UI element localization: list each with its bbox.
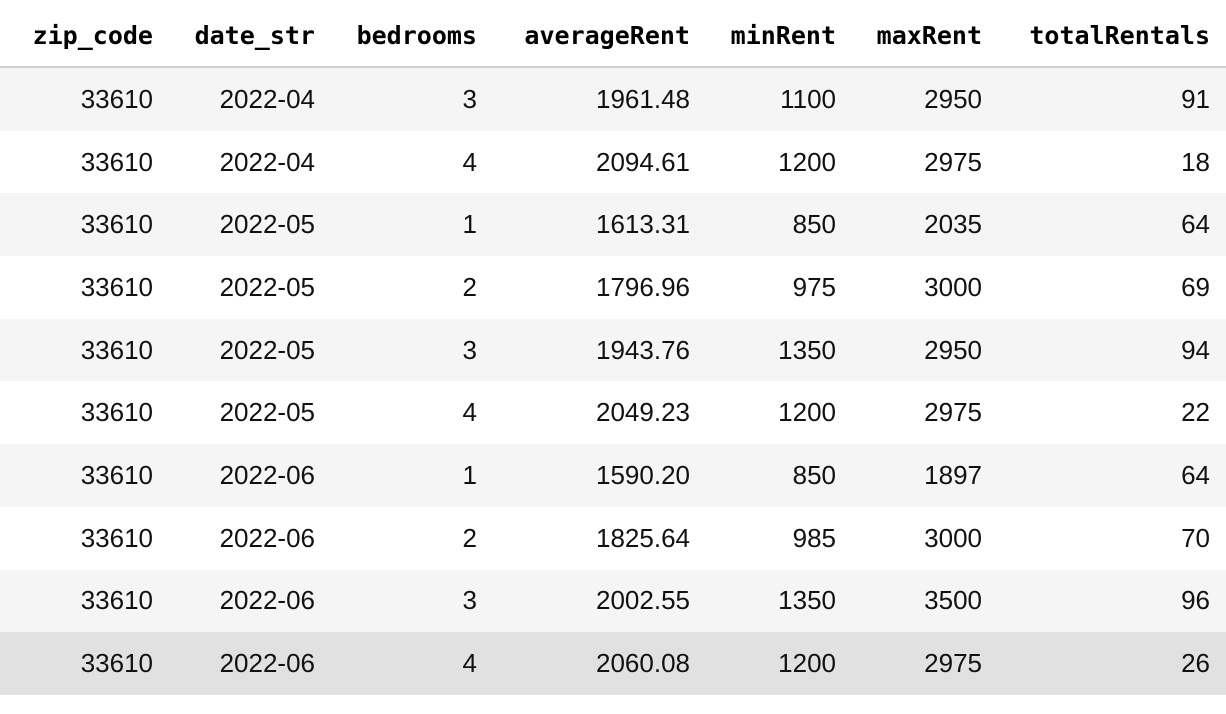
- column-header-bedrooms[interactable]: bedrooms: [331, 4, 493, 68]
- date-str-cell: 2022-05: [169, 193, 331, 257]
- date-str-cell: 2022-05: [169, 318, 331, 382]
- table-row[interactable]: 33610 2022-05 3 1943.76 1350 2950 94: [0, 318, 1226, 382]
- table-row[interactable]: 33610 2022-06 3 2002.55 1350 3500 96: [0, 569, 1226, 633]
- bedrooms-cell: 3: [331, 569, 493, 633]
- zip-code-cell: 33610: [0, 569, 169, 633]
- date-str-cell: 2022-04: [169, 67, 331, 131]
- dataframe-table: zip_code date_str bedrooms averageRent m…: [0, 4, 1226, 695]
- max-rent-cell: 2975: [852, 381, 998, 445]
- date-str-cell: 2022-06: [169, 632, 331, 695]
- column-header-total-rentals[interactable]: totalRentals: [998, 4, 1226, 68]
- table-header: zip_code date_str bedrooms averageRent m…: [0, 4, 1226, 68]
- total-rentals-cell: 91: [998, 67, 1226, 131]
- max-rent-cell: 2950: [852, 67, 998, 131]
- zip-code-cell: 33610: [0, 130, 169, 194]
- min-rent-cell: 1200: [706, 130, 852, 194]
- bedrooms-cell: 3: [331, 67, 493, 131]
- min-rent-cell: 985: [706, 506, 852, 570]
- zip-code-cell: 33610: [0, 444, 169, 507]
- date-str-cell: 2022-06: [169, 569, 331, 633]
- bedrooms-cell: 2: [331, 256, 493, 319]
- bedrooms-cell: 1: [331, 193, 493, 257]
- min-rent-cell: 850: [706, 444, 852, 507]
- average-rent-cell: 2060.08: [493, 632, 706, 695]
- zip-code-cell: 33610: [0, 67, 169, 131]
- total-rentals-cell: 26: [998, 632, 1226, 695]
- table-row[interactable]: 33610 2022-05 4 2049.23 1200 2975 22: [0, 381, 1226, 445]
- zip-code-cell: 33610: [0, 193, 169, 257]
- total-rentals-cell: 64: [998, 193, 1226, 257]
- min-rent-cell: 1200: [706, 381, 852, 445]
- average-rent-cell: 1796.96: [493, 256, 706, 319]
- max-rent-cell: 2975: [852, 130, 998, 194]
- bedrooms-cell: 4: [331, 381, 493, 445]
- max-rent-cell: 3000: [852, 256, 998, 319]
- date-str-cell: 2022-06: [169, 506, 331, 570]
- min-rent-cell: 1350: [706, 318, 852, 382]
- max-rent-cell: 1897: [852, 444, 998, 507]
- min-rent-cell: 1350: [706, 569, 852, 633]
- average-rent-cell: 1943.76: [493, 318, 706, 382]
- average-rent-cell: 2094.61: [493, 130, 706, 194]
- date-str-cell: 2022-04: [169, 130, 331, 194]
- table-row[interactable]: 33610 2022-04 4 2094.61 1200 2975 18: [0, 130, 1226, 194]
- date-str-cell: 2022-05: [169, 256, 331, 319]
- total-rentals-cell: 64: [998, 444, 1226, 507]
- min-rent-cell: 1100: [706, 67, 852, 131]
- total-rentals-cell: 96: [998, 569, 1226, 633]
- table-row[interactable]: 33610 2022-05 2 1796.96 975 3000 69: [0, 256, 1226, 319]
- max-rent-cell: 2950: [852, 318, 998, 382]
- average-rent-cell: 1961.48: [493, 67, 706, 131]
- table-body: 33610 2022-04 3 1961.48 1100 2950 91 33610 2022-…: [0, 67, 1226, 695]
- average-rent-cell: 1590.20: [493, 444, 706, 507]
- min-rent-cell: 850: [706, 193, 852, 257]
- zip-code-cell: 33610: [0, 506, 169, 570]
- bedrooms-cell: 2: [331, 506, 493, 570]
- table-row[interactable]: 33610 2022-06 1 1590.20 850 1897 64: [0, 444, 1226, 507]
- average-rent-cell: 2002.55: [493, 569, 706, 633]
- min-rent-cell: 1200: [706, 632, 852, 695]
- header-row: zip_code date_str bedrooms averageRent m…: [0, 4, 1226, 68]
- average-rent-cell: 1825.64: [493, 506, 706, 570]
- zip-code-cell: 33610: [0, 318, 169, 382]
- bedrooms-cell: 1: [331, 444, 493, 507]
- date-str-cell: 2022-06: [169, 444, 331, 507]
- bedrooms-cell: 4: [331, 632, 493, 695]
- max-rent-cell: 2975: [852, 632, 998, 695]
- total-rentals-cell: 22: [998, 381, 1226, 445]
- bedrooms-cell: 3: [331, 318, 493, 382]
- min-rent-cell: 975: [706, 256, 852, 319]
- average-rent-cell: 1613.31: [493, 193, 706, 257]
- total-rentals-cell: 69: [998, 256, 1226, 319]
- zip-code-cell: 33610: [0, 256, 169, 319]
- average-rent-cell: 2049.23: [493, 381, 706, 445]
- table-row[interactable]: 33610 2022-06 2 1825.64 985 3000 70: [0, 506, 1226, 570]
- column-header-average-rent[interactable]: averageRent: [493, 4, 706, 68]
- bedrooms-cell: 4: [331, 130, 493, 194]
- table-row[interactable]: 33610 2022-05 1 1613.31 850 2035 64: [0, 193, 1226, 257]
- date-str-cell: 2022-05: [169, 381, 331, 445]
- total-rentals-cell: 18: [998, 130, 1226, 194]
- table-row[interactable]: 33610 2022-04 3 1961.48 1100 2950 91: [0, 67, 1226, 131]
- column-header-max-rent[interactable]: maxRent: [852, 4, 998, 68]
- zip-code-cell: 33610: [0, 381, 169, 445]
- total-rentals-cell: 94: [998, 318, 1226, 382]
- table-row[interactable]: 33610 2022-06 4 2060.08 1200 2975 26: [0, 632, 1226, 695]
- max-rent-cell: 3500: [852, 569, 998, 633]
- column-header-date-str[interactable]: date_str: [169, 4, 331, 68]
- total-rentals-cell: 70: [998, 506, 1226, 570]
- zip-code-cell: 33610: [0, 632, 169, 695]
- column-header-zip-code[interactable]: zip_code: [0, 4, 169, 68]
- max-rent-cell: 2035: [852, 193, 998, 257]
- column-header-min-rent[interactable]: minRent: [706, 4, 852, 68]
- max-rent-cell: 3000: [852, 506, 998, 570]
